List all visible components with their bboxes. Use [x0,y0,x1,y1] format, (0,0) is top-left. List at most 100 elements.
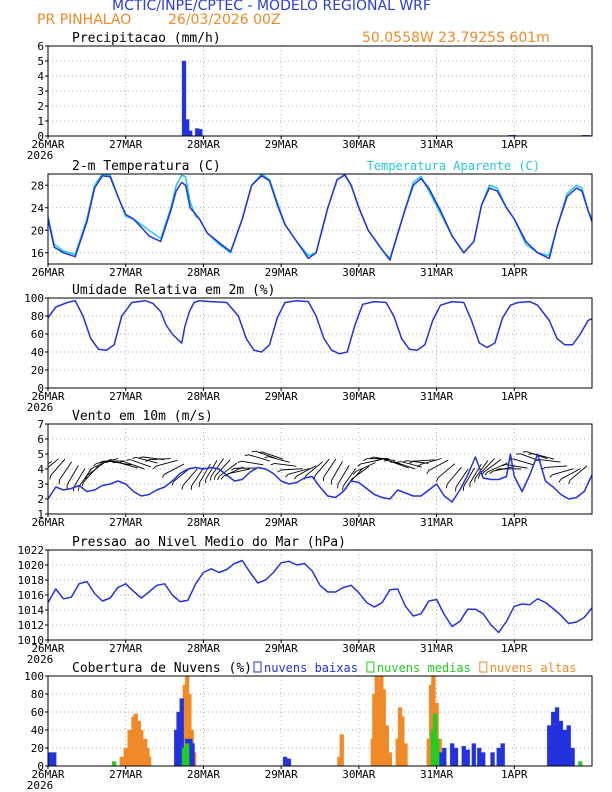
x-tick-label: 26MAR [31,516,64,529]
wind-barb-head [217,476,220,481]
wind-barb [342,468,357,487]
y-tick-label: 3 [37,478,44,491]
wind-barb-head [171,481,175,486]
y-tick-label: 6 [37,40,44,53]
bar-nuvens-baixas [48,752,53,766]
x-tick-label: 29MAR [265,390,298,403]
y-tick-label: 1 [37,508,44,521]
y-tick-label: 16 [31,247,44,260]
y-tick-label: 3 [37,85,44,98]
x-tick-label: 31MAR [420,516,453,529]
bar-nuvens-baixas [453,747,459,766]
panel-2: 16 20 24 28 26MAR 27MAR 28MAR 29MAR 30MAR 31MAR 1A… [31,159,593,279]
legend-label: Temperatura Aparente (C) [367,159,540,173]
y-tick-label: 28 [31,179,44,192]
header-run: 26/03/2026 00Z [168,12,281,28]
bar-nuvens-medias [435,738,440,766]
x-tick-label: 27MAR [109,266,142,279]
wind-barb [487,462,508,473]
x-tick-label: 27MAR [109,390,142,403]
wind-barb-head [436,477,439,482]
data-layer [48,450,592,503]
bar-precip [181,60,187,136]
bar-nuvens-baixas [562,729,567,766]
x-tick-label: 26MAR [31,642,64,655]
bar-nuvens-baixas [570,747,575,766]
wind-barb [355,462,376,473]
bar-nuvens-altas [387,752,393,766]
wind-barb-head [126,459,131,461]
wind-barb-head [152,465,157,470]
bar-nuvens-baixas [477,747,482,766]
wind-barb-head [558,478,562,483]
wind-barb [552,468,574,476]
bar-nuvens-baixas [449,743,455,766]
bar-nuvens-altas [384,725,389,766]
wind-barb-head [213,475,216,480]
data-layer [48,299,592,355]
wind-barb [164,463,185,475]
x-tick-label: 27MAR [109,768,142,781]
bar-nuvens-baixas [461,746,466,766]
wind-barb [182,468,198,486]
wind-barb [198,463,211,484]
wind-barb [214,459,231,477]
x-tick-label: 28MAR [187,768,220,781]
y-tick-label: 20 [31,364,44,377]
wind-barb [394,461,416,470]
panel-title: 2-m Temperatura (C) [72,159,221,174]
wind-barb-head [105,460,110,464]
legend-label: nuvens baixas [264,661,358,675]
y-tick-label: 6 [37,433,44,446]
wind-barb [360,458,383,465]
wind-barb-head [161,473,165,478]
x-tick-label: 1APR [501,768,528,781]
wind-barb-head [383,460,388,462]
wind-barb [323,458,337,478]
wind-barb [48,461,53,464]
bar-nuvens-baixas [558,720,564,766]
wind-barb [73,468,86,488]
bar-nuvens-baixas [481,752,486,766]
y-tick-label: 100 [24,670,44,683]
y-tick-label: 24 [31,202,45,215]
y-tick-label: 7 [37,418,44,431]
bar-nuvens-baixas [500,743,505,766]
bar-nuvens-altas [339,734,344,766]
bar-nuvens-baixas [566,725,571,766]
wind-barb [505,464,528,469]
wind-barb [86,461,106,476]
wind-barb [314,458,330,476]
wind-barb [156,459,178,467]
wind-barb [305,461,324,477]
wind-barb [296,465,317,477]
bar-nuvens-baixas [554,707,560,766]
wind-barb-head [396,461,401,463]
x-tick-label: 31MAR [420,390,453,403]
wind-barb-head [294,475,298,480]
wind-barb-head [409,460,414,464]
wind-barb [59,461,73,481]
bar-precip [188,130,193,136]
bar-nuvens-baixas [547,725,552,766]
legend-swatch [366,661,375,673]
x-tick-label: 29MAR [265,768,298,781]
wind-barb [268,456,290,463]
wind-barb [136,456,158,464]
x-tick-label: 26MAR [31,138,64,151]
x-tick-label: 30MAR [342,390,375,403]
wind-barb [532,453,555,460]
x-tick-label: 29MAR [265,642,298,655]
x-year-label: 2026 [27,779,54,792]
panel-frame [47,675,593,767]
wind-barb-head [515,453,521,455]
wind-barb-head [495,468,500,472]
wind-barb [413,459,436,462]
y-tick-label: 80 [31,310,44,323]
bar-nuvens-altas [119,756,124,766]
y-tick-label: 80 [31,688,44,701]
x-year-label: 2026 [27,653,54,666]
x-tick-label: 1APR [501,266,528,279]
wind-barb-head [264,456,269,459]
wind-barb-head [402,460,407,463]
